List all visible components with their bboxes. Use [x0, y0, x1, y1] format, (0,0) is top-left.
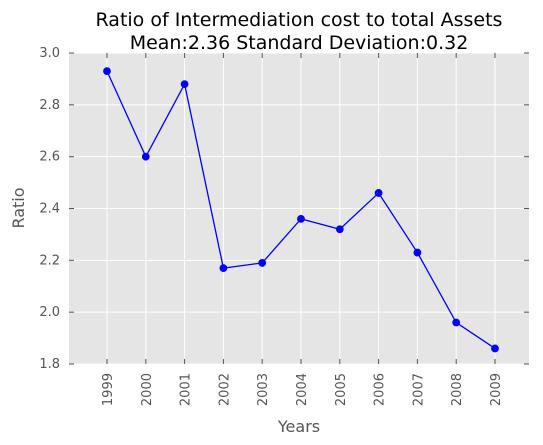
data-point — [452, 318, 461, 327]
x-tick-label: 2001 — [179, 373, 194, 406]
data-point — [103, 67, 111, 76]
data-point — [141, 152, 150, 161]
data-point — [413, 248, 422, 257]
x-tick-label: 2004 — [295, 373, 310, 406]
y-tick-label: 2.2 — [39, 253, 60, 268]
x-tick-label: 2002 — [217, 373, 232, 406]
data-point — [491, 344, 499, 353]
x-tick-label: 2005 — [334, 373, 349, 406]
data-point — [297, 214, 305, 223]
x-tick-label: 2009 — [489, 373, 504, 406]
x-tick-label: 2007 — [411, 373, 426, 406]
data-point — [180, 80, 189, 88]
y-tick-label: 2.0 — [39, 305, 60, 320]
data-point — [335, 225, 344, 234]
x-tick-label: 1999 — [101, 373, 116, 406]
data-point — [374, 189, 383, 197]
y-tick-label: 2.8 — [39, 98, 60, 113]
x-axis-label: Years — [277, 417, 320, 436]
tick-layer: 1.8 2.0 2.2 2.4 2.6 2.8 3.0 1999 2000 2001 2002 200… — [39, 46, 529, 406]
x-tick-label: 2006 — [373, 373, 388, 406]
y-tick-label: 2.4 — [39, 202, 60, 217]
data-point — [258, 259, 267, 267]
y-axis-label: Ratio — [9, 187, 28, 228]
y-tick-label: 2.6 — [39, 150, 60, 165]
x-tick-label: 2000 — [140, 373, 155, 406]
x-tick-label: 2003 — [256, 373, 271, 406]
x-tick-label: 2008 — [450, 373, 465, 406]
y-tick-label: 3.0 — [39, 46, 60, 61]
chart-subtitle: Mean:2.36 Standard Deviation:0.32 — [130, 32, 469, 54]
series-layer — [103, 67, 499, 353]
data-point — [219, 264, 228, 273]
grid-layer — [69, 52, 529, 365]
y-tick-label: 1.8 — [39, 357, 60, 372]
chart-title: Ratio of Intermediation cost to total As… — [96, 9, 503, 31]
